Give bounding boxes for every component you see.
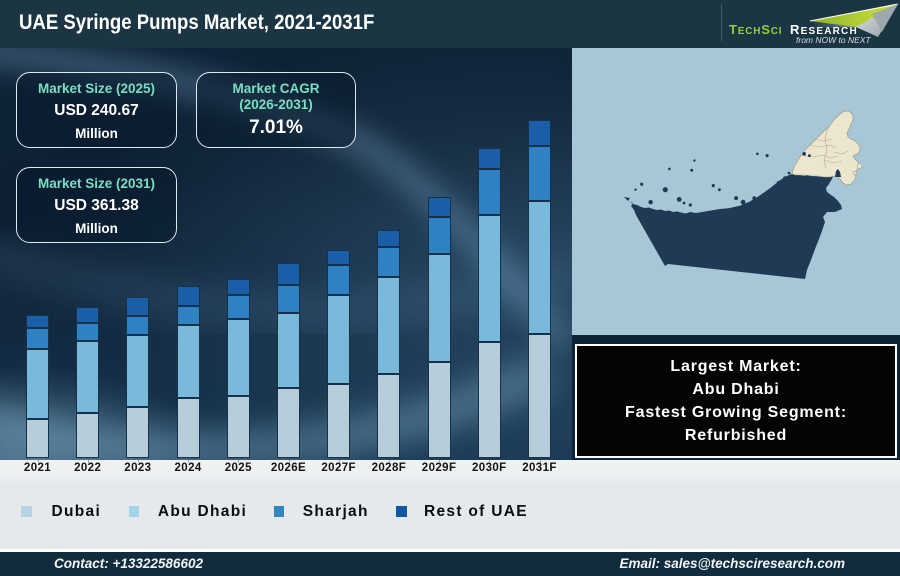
svg-text:TECHSCI: TECHSCI [729, 22, 782, 37]
svg-text:RESEARCH: RESEARCH [790, 22, 858, 37]
svg-text:from NOW to NEXT: from NOW to NEXT [796, 35, 871, 45]
